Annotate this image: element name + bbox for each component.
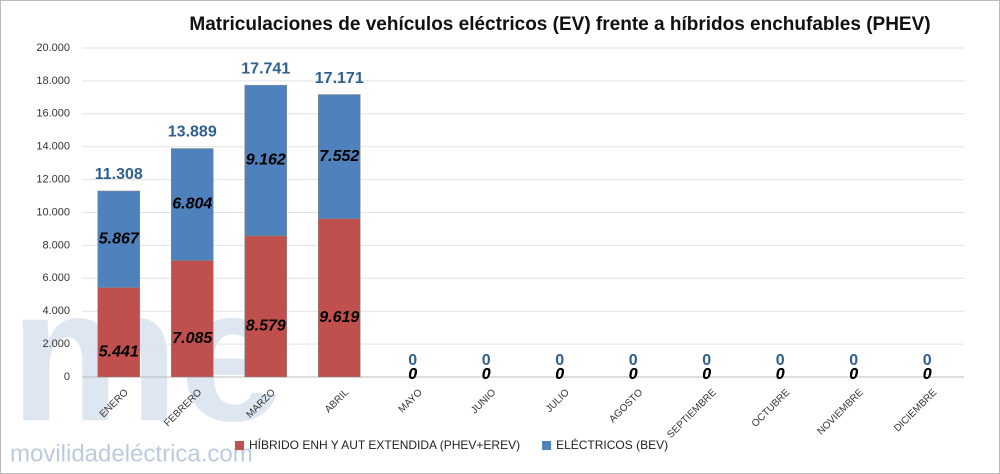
data-label: 0 bbox=[482, 366, 491, 383]
y-tick-label: 10.000 bbox=[36, 206, 70, 218]
chart-title: Matriculaciones de vehículos eléctricos … bbox=[189, 14, 930, 35]
bar-segment bbox=[97, 190, 140, 288]
y-tick-label: 18.000 bbox=[36, 75, 70, 87]
bar-segment bbox=[171, 260, 214, 378]
data-label: 0 bbox=[776, 366, 785, 383]
total-label: 0 bbox=[849, 352, 858, 369]
y-tick-label: 12.000 bbox=[36, 174, 70, 186]
data-label: 7.085 bbox=[172, 330, 213, 347]
data-label: 0 bbox=[849, 366, 858, 383]
data-label: 7.552 bbox=[319, 148, 359, 165]
data-label: 0 bbox=[555, 366, 564, 383]
y-tick-label: 20.000 bbox=[36, 42, 70, 54]
logo: me bbox=[10, 249, 285, 461]
y-tick-label: 4.000 bbox=[42, 305, 70, 317]
bar-segment bbox=[318, 94, 361, 220]
y-tick-label: 14.000 bbox=[36, 141, 70, 153]
data-label: 5.867 bbox=[99, 230, 140, 247]
total-label: 17.171 bbox=[315, 70, 364, 87]
data-label: 6.804 bbox=[172, 196, 212, 213]
data-label: 0 bbox=[776, 366, 785, 383]
y-tick-label: 16.000 bbox=[36, 108, 70, 120]
total-label: 0 bbox=[555, 352, 564, 369]
data-label: 0 bbox=[702, 366, 711, 383]
total-label: 0 bbox=[629, 352, 638, 369]
data-label: 0 bbox=[849, 366, 858, 383]
y-tick-label: 6.000 bbox=[42, 272, 70, 284]
bar-segment bbox=[171, 148, 214, 261]
data-label: 0 bbox=[408, 366, 417, 383]
data-label: 0 bbox=[555, 366, 564, 383]
data-label: 0 bbox=[702, 366, 711, 383]
total-label: 0 bbox=[923, 352, 932, 369]
data-label: 8.579 bbox=[246, 318, 286, 335]
total-label: 0 bbox=[482, 352, 491, 369]
data-label: 0 bbox=[629, 366, 638, 383]
bar-segment bbox=[244, 84, 287, 237]
total-label: 0 bbox=[702, 352, 711, 369]
data-label: 0 bbox=[408, 366, 417, 383]
legend-label: ELÉCTRICOS (BEV) bbox=[556, 437, 668, 452]
data-label: 5.441 bbox=[99, 343, 139, 360]
total-label: 0 bbox=[408, 352, 417, 369]
data-label: 9.619 bbox=[319, 309, 359, 326]
bar-segment bbox=[318, 218, 361, 378]
total-label: 17.741 bbox=[241, 60, 290, 77]
y-tick-label: 0 bbox=[64, 371, 70, 383]
watermark: movilidadeléctrica.com bbox=[10, 440, 253, 467]
data-label: 0 bbox=[923, 366, 932, 383]
legend-swatch bbox=[235, 441, 244, 450]
data-label: 0 bbox=[923, 366, 932, 383]
bar-segment bbox=[244, 235, 287, 378]
data-label: 9.162 bbox=[246, 152, 286, 169]
data-label: 0 bbox=[629, 366, 638, 383]
y-tick-label: 8.000 bbox=[42, 239, 70, 251]
total-label: 13.889 bbox=[168, 124, 217, 141]
legend-label: HÍBRIDO ENH Y AUT EXTENDIDA (PHEV+EREV) bbox=[249, 437, 520, 452]
bar-segment bbox=[97, 287, 140, 378]
total-label: 11.308 bbox=[95, 166, 143, 183]
y-tick-label: 2.000 bbox=[42, 338, 70, 350]
total-label: 0 bbox=[776, 352, 785, 369]
data-label: 0 bbox=[482, 366, 491, 383]
legend-swatch bbox=[542, 441, 552, 450]
